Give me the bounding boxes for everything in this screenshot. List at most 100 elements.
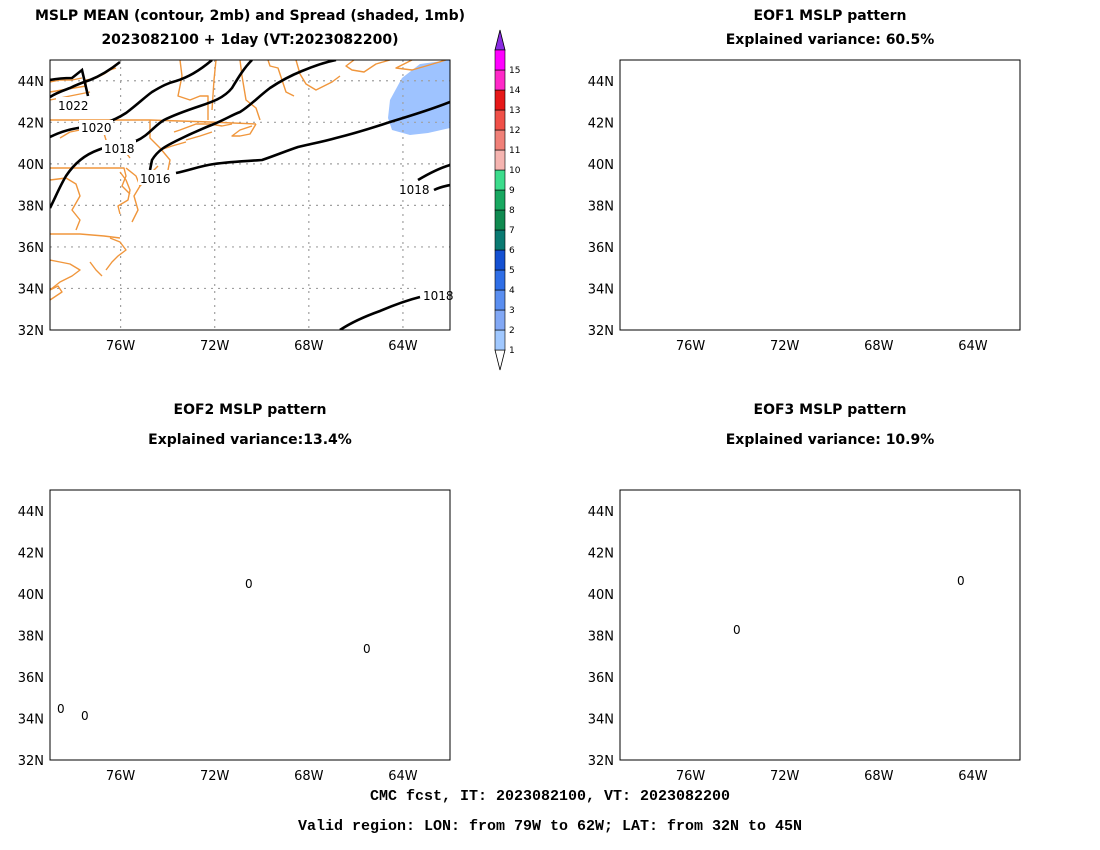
colorbar-segment (494, 209, 506, 231)
lon-tick-label: 64W (958, 769, 988, 784)
coastline-segment (866, 490, 910, 520)
coastline-segment (212, 490, 216, 540)
colorbar-segment (494, 249, 506, 271)
colorbar-top-arrow (494, 29, 506, 51)
coastline-segment (160, 572, 186, 580)
coastline-segment (916, 490, 960, 502)
coastline-segment (660, 262, 672, 276)
coastline-segment (688, 602, 700, 644)
coastline-segment (838, 490, 864, 526)
colorbar-label: 7 (509, 226, 515, 236)
coastline-segment (118, 602, 130, 644)
coastline-segment (620, 498, 686, 522)
contour-label: 0 (57, 702, 65, 716)
lat-tick-label: 32N (18, 324, 44, 339)
panel-eof1-map (619, 59, 1021, 331)
colorbar-label: 9 (509, 186, 515, 196)
coastlines (50, 60, 447, 301)
coastline-segment (174, 554, 232, 562)
colorbar-segment (494, 309, 506, 331)
coastline-segment (50, 285, 63, 301)
colorbar-bottom-arrow (494, 349, 506, 371)
panel1-title: MSLP MEAN (contour, 2mb) and Spread (sha… (35, 8, 465, 24)
coastline-segment (730, 572, 756, 580)
zero-contour-south (70, 625, 450, 714)
colorbar-segment (494, 149, 506, 171)
lat-tick-label: 40N (588, 588, 614, 603)
lon-tick-label: 68W (294, 339, 324, 354)
contour-labels: 0 0 (731, 573, 967, 637)
contour-label: 0 (733, 623, 741, 637)
panel4-subtitle: Explained variance: 10.9% (725, 432, 935, 448)
coastline-segment (140, 596, 158, 616)
coastline-segment (620, 68, 686, 92)
coastline-segment (866, 60, 910, 90)
lon-tick-label: 68W (294, 769, 324, 784)
coastline-segment (710, 596, 728, 616)
coastline-segment (756, 132, 782, 140)
coastline-segment (916, 60, 960, 72)
contour-1022-lower (50, 67, 90, 97)
panel3-title: EOF2 MSLP pattern (173, 402, 327, 418)
lon-tick-label: 72W (770, 769, 800, 784)
lon-tick-label: 76W (676, 769, 706, 784)
colorbar-segment (494, 329, 506, 351)
coastline-segment (50, 177, 81, 231)
coastline-segment (810, 60, 830, 120)
lat-tick-label: 38N (588, 199, 614, 214)
coastline-segment (50, 716, 62, 730)
coastline-segment (50, 522, 90, 530)
coastline-segment (50, 508, 82, 512)
lon-tick-label: 76W (106, 769, 136, 784)
lat-tick-label: 44N (588, 75, 614, 90)
lat-tick-label: 38N (18, 199, 44, 214)
lon-tick-label: 76W (676, 339, 706, 354)
footer-forecast-info: CMC fcst, IT: 2023082100, VT: 2023082200 (369, 788, 731, 805)
coastline-segment (620, 178, 650, 230)
coastline-segment (50, 664, 120, 668)
coastline-segment (267, 60, 295, 97)
contour-label: 0 (363, 642, 371, 656)
coastline-segment (660, 692, 672, 706)
contour-label: 1016 (140, 172, 171, 186)
coastline-segment (620, 550, 826, 554)
coastline-segment (346, 490, 390, 502)
coastline-segment (620, 260, 650, 290)
coastline-segment (782, 490, 786, 540)
coastline-segment (620, 168, 700, 194)
lat-tick-label: 42N (18, 116, 44, 131)
panel1-subtitle: 2023082100 + 1day (VT:2023082200) (101, 32, 399, 48)
colorbar-label: 1 (509, 346, 515, 356)
panel2-title: EOF1 MSLP pattern (753, 8, 907, 24)
coastline-segment (966, 490, 1016, 500)
eof-contours (620, 574, 1020, 685)
coastline-segment (676, 668, 696, 700)
coastlines (620, 490, 1016, 730)
lon-tick-label: 76W (106, 339, 136, 354)
coastline-segment (620, 690, 650, 720)
lat-tick-label: 36N (588, 241, 614, 256)
coastline-segment (756, 562, 782, 570)
coastline-segment (106, 668, 126, 700)
coastline-segment (50, 550, 256, 554)
contour-1022 (50, 60, 121, 99)
coastline-segment (185, 131, 213, 141)
coastline-segment (802, 124, 826, 136)
coastline-segment (688, 172, 700, 214)
coastline-segment (239, 60, 261, 121)
contour-1018 (50, 60, 253, 209)
coastline-segment (620, 608, 650, 660)
contour-label: 1020 (81, 121, 112, 135)
lon-tick-label: 64W (958, 339, 988, 354)
lat-tick-label: 34N (588, 282, 614, 297)
contour-1018-east2 (417, 163, 450, 182)
coastline-segment (630, 128, 660, 138)
coastline-segment (50, 598, 130, 624)
lon-tick-label: 68W (864, 769, 894, 784)
coastline-segment (396, 490, 446, 500)
coastline-segment (696, 598, 710, 652)
colorbar-segment (494, 289, 506, 311)
colorbar-label: 11 (509, 146, 520, 156)
zero-contour (620, 574, 1020, 685)
lat-tick-label: 44N (18, 505, 44, 520)
